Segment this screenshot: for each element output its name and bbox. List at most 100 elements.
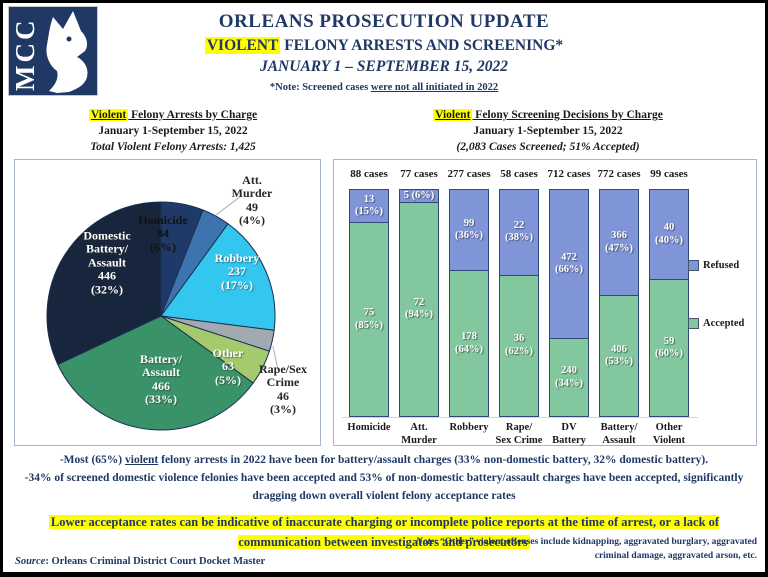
bar-category-label: Battery/ Assault	[600, 422, 638, 446]
bar-total-label: 772 cases	[597, 168, 641, 180]
bar-category-label: Att. Murder	[401, 422, 437, 446]
source-text: : Orleans Criminal District Court Docket…	[45, 556, 266, 567]
bar-segment-label: 36 (62%)	[505, 333, 533, 357]
pie-slice-2	[160, 223, 276, 331]
stacked-bar: 5 (6%) 72 (94%)	[399, 189, 439, 417]
subtitle-highlight: VIOLENT	[204, 37, 281, 54]
bar-segment-label: 5 (6%)	[403, 189, 435, 201]
bar-category-label: Rape/ Sex Crime	[495, 422, 543, 446]
legend-item-refused: Refused	[688, 260, 754, 271]
finding1-underlined: violent	[125, 454, 159, 466]
bar-segment-accepted: 75 (85%)	[349, 223, 389, 417]
note-underlined: were not all initiated in 2022	[370, 82, 499, 93]
subtitle-rest: FELONY ARRESTS AND SCREENING*	[280, 37, 564, 54]
finding-line-2: -34% of screened domestic violence felon…	[24, 471, 744, 502]
other-definition-note: Note: “Other” violent offenses include k…	[412, 536, 757, 564]
bar-category-label: DV Battery	[552, 422, 586, 446]
header: ORLEANS PROSECUTION UPDATE VIOLENT FELON…	[3, 11, 765, 93]
finding1-post: felony arrests in 2022 have been for bat…	[158, 454, 709, 466]
bar-total-line: (2,083 Cases Screened; 51% Accepted)	[456, 141, 640, 154]
page: MCC ORLEANS PROSECUTION UPDATE VIOLENT F…	[3, 3, 765, 572]
highlight-callout: Lower acceptance rates can be indicative…	[23, 512, 745, 552]
bar-title-highlight: Violent	[433, 109, 473, 121]
footnote-text: : “Other” violent offenses include kidna…	[434, 537, 757, 561]
pie-chart-svg	[46, 195, 279, 431]
bar-segment-accepted: 72 (94%)	[399, 202, 439, 417]
legend-label-refused: Refused	[703, 260, 740, 271]
bar-category-label: Robbery	[449, 422, 489, 433]
bars-plot-area: 88 cases 13 (15%) 75 (85%) Homicide 77 cases…	[344, 168, 694, 447]
wolf-logo-icon	[46, 11, 88, 93]
stacked-bar: 366 (47%) 406 (53%)	[599, 189, 639, 417]
bar-column-0: 88 cases 13 (15%) 75 (85%) Homicide	[344, 168, 394, 447]
bar-segment-label: 22 (38%)	[505, 219, 533, 244]
legend-label-accepted: Accepted	[703, 318, 745, 329]
bar-segment-label: 178 (64%)	[455, 331, 483, 355]
bar-segment-label: 99 (36%)	[455, 217, 483, 242]
accepted-swatch-icon	[688, 318, 699, 329]
bar-segment-refused: 13 (15%)	[349, 189, 389, 224]
bar-total-label: 99 cases	[650, 168, 688, 180]
pie-title-highlight: Violent	[88, 109, 129, 121]
bar-total-label: 277 cases	[447, 168, 491, 180]
source-label: Source	[15, 556, 46, 567]
bar-segment-accepted: 240 (34%)	[549, 339, 589, 417]
bar-segment-accepted: 36 (62%)	[499, 275, 539, 417]
bar-total-label: 58 cases	[500, 168, 538, 180]
bar-segment-refused: 22 (38%)	[499, 189, 539, 276]
bar-category-label: Other Violent	[652, 422, 686, 446]
pie-label-1: Att. Murder 49 (4%)	[231, 173, 273, 228]
pie-section-title: Violent Felony Arrests by Charge January…	[23, 107, 323, 155]
bar-chart: 88 cases 13 (15%) 75 (85%) Homicide 77 cases…	[333, 159, 757, 446]
page-title: ORLEANS PROSECUTION UPDATE	[218, 11, 550, 32]
pie-label-6: Domestic Battery/ Assault 446 (32%)	[83, 228, 131, 297]
bar-column-2: 277 cases 99 (36%) 178 (64%) Robbery	[444, 168, 494, 447]
bar-column-4: 712 cases 472 (66%) 240 (34%) DV Battery	[544, 168, 594, 447]
bar-category-label: Homicide	[347, 422, 391, 433]
finding1-pre: -Most (65%)	[59, 454, 125, 466]
bar-segment-refused: 40 (40%)	[649, 189, 689, 281]
bar-segment-label: 75 (85%)	[355, 307, 383, 331]
stacked-bar: 22 (38%) 36 (62%)	[499, 189, 539, 417]
bar-subtitle: January 1-September 15, 2022	[473, 125, 623, 138]
refused-swatch-icon	[688, 260, 699, 271]
legend-item-accepted: Accepted	[688, 318, 754, 329]
screening-note: *Note: Screened cases were not all initi…	[3, 82, 765, 93]
pie-leader-line	[215, 195, 242, 216]
findings-notes: -Most (65%) violent felony arrests in 20…	[11, 452, 757, 505]
pie-slice-5	[57, 315, 254, 431]
bar-segment-accepted: 406 (53%)	[599, 296, 639, 417]
bar-column-3: 58 cases 22 (38%) 36 (62%) Rape/ Sex Crime	[494, 168, 544, 447]
bar-segment-label: 406 (53%)	[605, 343, 633, 368]
bar-total-label: 77 cases	[400, 168, 438, 180]
bar-column-1: 77 cases 5 (6%) 72 (94%) Att. Murder	[394, 168, 444, 447]
pie-label-2: Robbery 237 (17%)	[214, 250, 260, 292]
bar-segment-accepted: 178 (64%)	[449, 271, 489, 417]
pie-label-3: Rape/Sex Crime 46 (3%)	[259, 362, 307, 417]
pie-leader-line	[272, 345, 279, 371]
bar-segment-label: 40 (40%)	[655, 222, 683, 246]
bar-column-6: 99 cases 40 (40%) 59 (60%) Other Violent	[644, 168, 694, 447]
bar-legend: Refused Accepted	[688, 260, 754, 376]
stacked-bar: 472 (66%) 240 (34%)	[549, 189, 589, 417]
bar-segment-refused: 472 (66%)	[549, 189, 589, 340]
footnote-label: Note	[416, 537, 435, 547]
pie-label-0: Homicide 84 (6%)	[138, 212, 188, 254]
bar-segment-label: 13 (15%)	[355, 193, 383, 218]
bar-segment-label: 472 (66%)	[555, 251, 583, 276]
x-axis-line	[342, 417, 698, 418]
bar-total-label: 712 cases	[547, 168, 591, 180]
stacked-bar: 40 (40%) 59 (60%)	[649, 189, 689, 417]
bar-segment-refused: 99 (36%)	[449, 189, 489, 272]
bar-segment-label: 72 (94%)	[405, 296, 433, 321]
pie-label-5: Battery/ Assault 466 (33%)	[140, 352, 182, 407]
bar-segment-label: 366 (47%)	[605, 230, 633, 254]
pie-title-rest: Felony Arrests by Charge	[128, 109, 258, 121]
stacked-bar: 99 (36%) 178 (64%)	[449, 189, 489, 417]
bar-section-title: Violent Felony Screening Decisions by Ch…	[388, 107, 708, 155]
pie-total-line: Total Violent Felony Arrests: 1,425	[90, 141, 256, 154]
bar-segment-refused: 5 (6%)	[399, 189, 439, 203]
stacked-bar: 13 (15%) 75 (85%)	[349, 189, 389, 417]
source-citation: Source: Orleans Criminal District Court …	[15, 556, 265, 567]
pie-chart: Homicide 84 (6%) Att. Murder 49 (4%) Robbe…	[14, 159, 321, 446]
